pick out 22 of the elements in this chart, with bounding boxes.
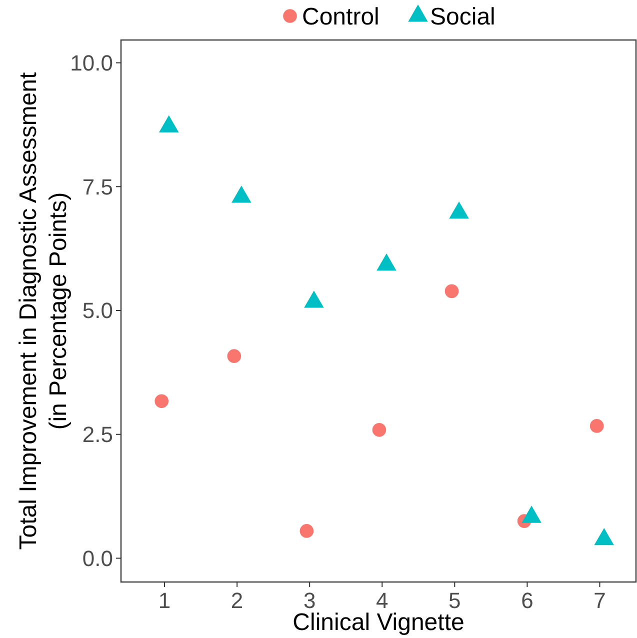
point bbox=[449, 201, 469, 219]
y-tick-label: 2.5 bbox=[82, 422, 113, 448]
point bbox=[158, 115, 179, 132]
y-tick-label: 0.0 bbox=[82, 546, 113, 571]
legend-label: Control bbox=[302, 3, 380, 30]
point bbox=[154, 394, 169, 408]
y-axis-title: Total Improvement in Diagnostic Assessment (in Percentage Points) bbox=[15, 72, 72, 550]
point bbox=[372, 423, 386, 437]
y-tick-label: 7.5 bbox=[82, 174, 113, 200]
legend-label: Social bbox=[430, 3, 496, 30]
point bbox=[300, 524, 314, 538]
point bbox=[376, 253, 396, 271]
x-tick-label: 1 bbox=[158, 588, 171, 613]
y-tick-label: 10.0 bbox=[70, 50, 113, 76]
x-tick-label: 6 bbox=[521, 588, 534, 613]
x-tick-label: 2 bbox=[230, 588, 244, 613]
point bbox=[232, 186, 252, 203]
point bbox=[590, 419, 604, 433]
point bbox=[304, 290, 324, 308]
y-tick-label: 5.0 bbox=[82, 298, 113, 324]
x-tick-label: 7 bbox=[594, 588, 606, 613]
point bbox=[227, 349, 242, 363]
